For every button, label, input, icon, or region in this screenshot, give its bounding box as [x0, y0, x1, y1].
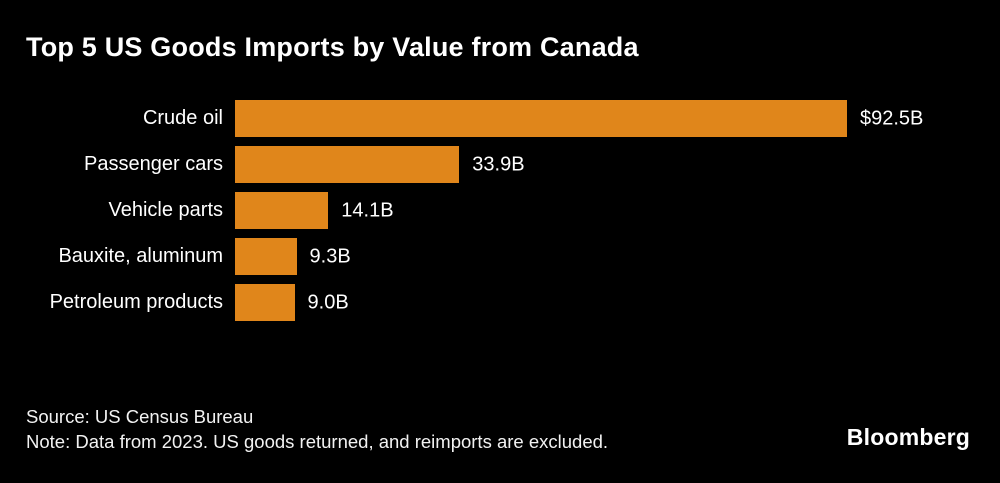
chart-title: Top 5 US Goods Imports by Value from Can…: [26, 32, 639, 62]
bar-petroleum-products: [235, 284, 295, 321]
bar-rail: $92.5B: [235, 100, 923, 137]
bar-bauxite-aluminum: [235, 238, 297, 275]
bar-crude-oil: [235, 100, 847, 137]
category-label: Petroleum products: [49, 291, 223, 313]
value-label: 9.3B: [309, 245, 351, 267]
bar-rail: 9.3B: [235, 238, 847, 275]
bar-track: 33.9B: [235, 146, 1000, 183]
category-label: Passenger cars: [84, 153, 223, 175]
footer-notes: Source: US Census Bureau Note: Data from…: [26, 404, 608, 454]
category-label: Crude oil: [142, 107, 223, 129]
value-label: 9.0B: [307, 291, 349, 313]
bloomberg-logo: Bloomberg: [846, 424, 970, 450]
bar-rail: 9.0B: [235, 284, 847, 321]
value-label: 33.9B: [472, 153, 525, 175]
bar-row: Crude oil $92.5B: [0, 100, 1000, 137]
bar-row: Petroleum products 9.0B: [0, 284, 1000, 321]
bar-track: $92.5B: [235, 100, 1000, 137]
bar-track: 9.0B: [235, 284, 1000, 321]
bar-chart: Crude oil $92.5B Passenger cars 33.9B Ve…: [0, 100, 1000, 330]
note-line: Note: Data from 2023. US goods returned,…: [26, 431, 609, 452]
bar-row: Vehicle parts 14.1B: [0, 192, 1000, 229]
bar-rail: 14.1B: [235, 192, 847, 229]
bar-rail: 33.9B: [235, 146, 847, 183]
bar-vehicle-parts: [235, 192, 329, 229]
bar-track: 14.1B: [235, 192, 1000, 229]
value-label: 14.1B: [341, 199, 394, 221]
bar-track: 9.3B: [235, 238, 1000, 275]
category-label: Vehicle parts: [108, 199, 223, 221]
source-line: Source: US Census Bureau: [26, 406, 254, 427]
value-label: $92.5B: [860, 107, 924, 129]
bar-row: Passenger cars 33.9B: [0, 146, 1000, 183]
bar-passenger-cars: [235, 146, 460, 183]
category-label: Bauxite, aluminum: [58, 245, 223, 267]
bar-row: Bauxite, aluminum 9.3B: [0, 238, 1000, 275]
